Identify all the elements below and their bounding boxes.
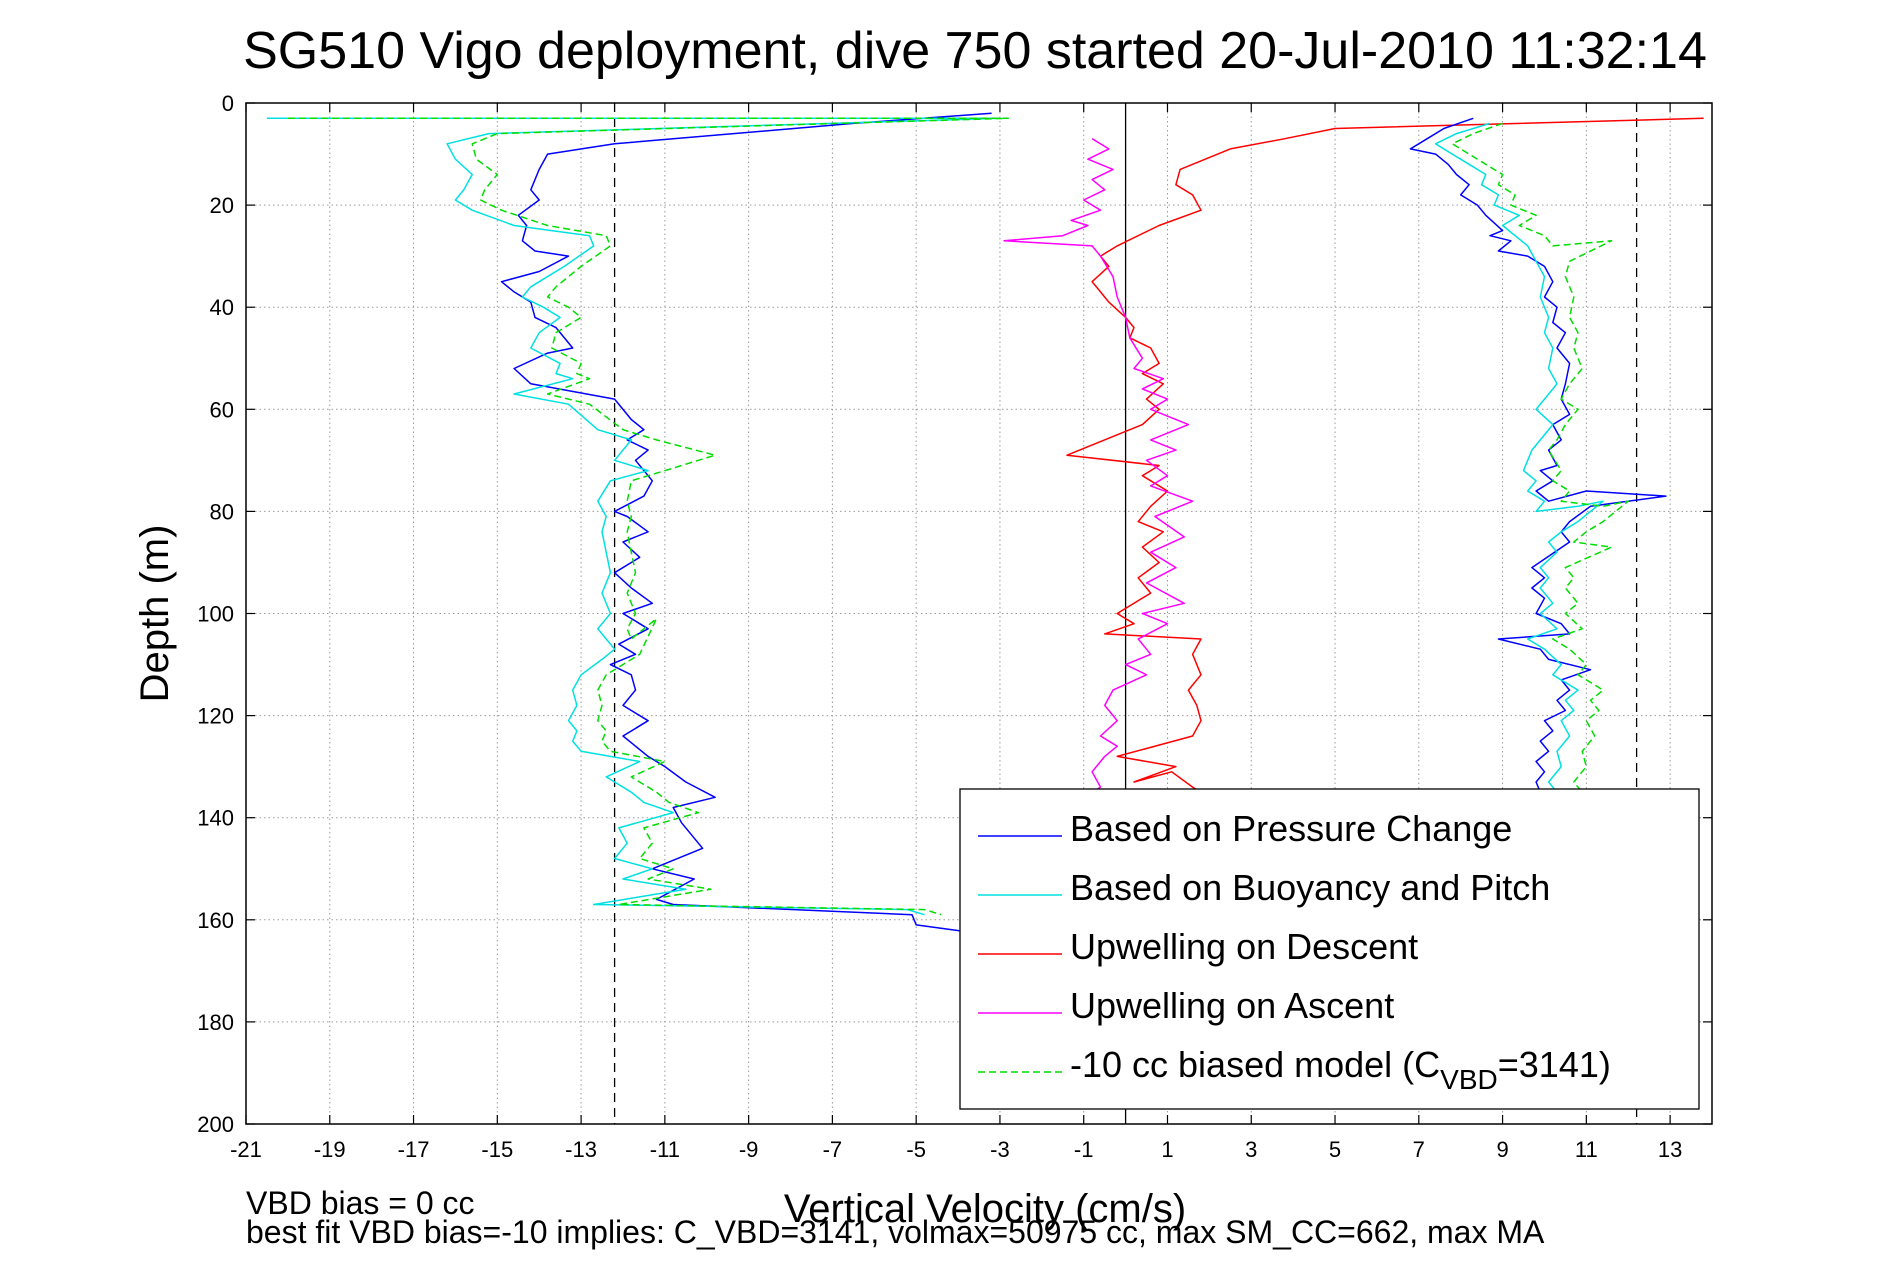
axis-ticks: -21 -19 -17 -15 -13 -11 -9 -7 -5 -3 -1 1 3 5 7 9 11 13020… bbox=[197, 91, 1712, 1162]
best-fit-note: best fit VBD bias=-10 implies: C_VBD=314… bbox=[246, 1214, 1545, 1250]
legend-label-4: -10 cc biased model (CVBD=3141) bbox=[1070, 1044, 1611, 1095]
x-tick-label: -13 bbox=[565, 1137, 597, 1162]
x-tick-label: -1 bbox=[1074, 1137, 1094, 1162]
chart-title: SG510 Vigo deployment, dive 750 started … bbox=[243, 22, 1707, 80]
x-tick-label: -19 bbox=[314, 1137, 346, 1162]
series-line-4 bbox=[287, 117, 1010, 916]
y-tick-label: 160 bbox=[197, 908, 234, 933]
legend-label-main: Upwelling on Ascent bbox=[1070, 985, 1394, 1026]
x-axis-label: Vertical Velocity (cm/s) bbox=[784, 1187, 1186, 1231]
x-tick-label: -9 bbox=[739, 1137, 759, 1162]
series-line-0 bbox=[500, 112, 992, 936]
x-tick-label: 7 bbox=[1413, 1137, 1425, 1162]
legend-label-main: Upwelling on Descent bbox=[1070, 926, 1418, 967]
x-tick-label: 5 bbox=[1329, 1137, 1341, 1162]
y-tick-label: 140 bbox=[197, 806, 234, 831]
y-tick-label: 40 bbox=[210, 295, 234, 320]
legend-label-1: Based on Buoyancy and Pitch bbox=[1070, 867, 1550, 908]
legend-label-main: -10 cc biased model (C bbox=[1070, 1044, 1440, 1085]
x-tick-label: 9 bbox=[1496, 1137, 1508, 1162]
y-tick-label: 100 bbox=[197, 602, 234, 627]
legend-box bbox=[959, 788, 1700, 1110]
x-tick-label: 11 bbox=[1575, 1137, 1598, 1162]
x-tick-label: -5 bbox=[906, 1137, 926, 1162]
x-tick-label: 13 bbox=[1658, 1137, 1682, 1162]
y-tick-label: 200 bbox=[197, 1112, 234, 1137]
y-tick-label: 180 bbox=[197, 1010, 234, 1035]
y-axis-label: Depth (m) bbox=[133, 525, 177, 703]
y-tick-label: 60 bbox=[210, 397, 234, 422]
series-line-1 bbox=[266, 117, 1001, 916]
series-line-3 bbox=[1003, 138, 1194, 798]
legend-label-main: Based on Buoyancy and Pitch bbox=[1070, 867, 1550, 908]
series-lines bbox=[266, 112, 1704, 936]
x-tick-label: -17 bbox=[398, 1137, 430, 1162]
x-tick-label: -15 bbox=[481, 1137, 513, 1162]
legend-label-subscript: VBD bbox=[1440, 1064, 1498, 1095]
series-line-2 bbox=[1066, 117, 1704, 798]
y-tick-label: 120 bbox=[197, 704, 234, 729]
legend-label-main: Based on Pressure Change bbox=[1070, 808, 1512, 849]
legend-label-suffix: =3141) bbox=[1498, 1044, 1611, 1085]
x-tick-label: 1 bbox=[1161, 1137, 1173, 1162]
legend-label-0: Based on Pressure Change bbox=[1070, 808, 1512, 849]
x-tick-label: -11 bbox=[650, 1137, 680, 1162]
x-tick-label: 3 bbox=[1245, 1137, 1257, 1162]
x-tick-label: -3 bbox=[990, 1137, 1010, 1162]
x-tick-label: -21 bbox=[230, 1137, 262, 1162]
y-tick-label: 20 bbox=[210, 193, 234, 218]
y-tick-label: 80 bbox=[210, 499, 234, 524]
x-tick-label: -7 bbox=[823, 1137, 843, 1162]
legend-label-2: Upwelling on Descent bbox=[1070, 926, 1418, 967]
series-line-7 bbox=[1451, 122, 1629, 803]
legend-label-3: Upwelling on Ascent bbox=[1070, 985, 1394, 1026]
vbd-bias-note: VBD bias = 0 cc bbox=[246, 1185, 475, 1221]
y-tick-label: 0 bbox=[222, 91, 234, 116]
legend: Based on Pressure Change Based on Buoyanc… bbox=[959, 788, 1700, 1110]
series-line-6 bbox=[1434, 122, 1604, 803]
